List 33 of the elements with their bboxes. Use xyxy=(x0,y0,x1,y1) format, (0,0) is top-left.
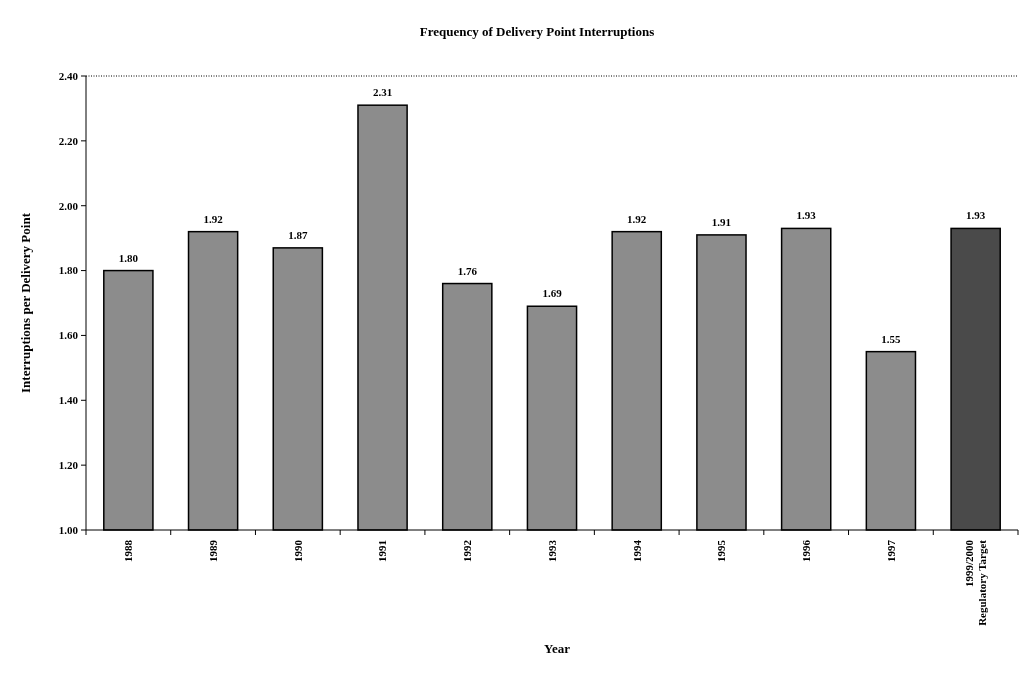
x-tick-label: 1995 xyxy=(715,539,728,562)
y-tick-label: 1.80 xyxy=(58,264,79,277)
x-axis-title: Year xyxy=(544,641,571,656)
x-tick-label: 1991 xyxy=(376,540,389,562)
data-label: 1.87 xyxy=(288,228,308,241)
y-tick-label: 2.00 xyxy=(58,199,79,212)
y-tick-label: 1.00 xyxy=(58,523,79,536)
y-tick-label: 2.40 xyxy=(58,69,79,82)
chart-title: Frequency of Delivery Point Interruptions xyxy=(419,24,655,39)
y-axis-title: Interruptions per Delivery Point xyxy=(18,212,33,393)
x-tick-label: 1997 xyxy=(884,539,897,562)
x-tick-label: 1989 xyxy=(206,539,219,562)
x-tick-label: 1993 xyxy=(545,539,558,562)
data-label: 1.69 xyxy=(542,287,563,300)
x-tick-label: 1994 xyxy=(630,539,643,562)
data-label: 2.31 xyxy=(372,86,393,99)
y-tick-label: 1.60 xyxy=(58,329,79,342)
data-label: 1.92 xyxy=(203,212,224,225)
data-label: 1.55 xyxy=(881,332,902,345)
y-tick-label: 1.40 xyxy=(58,394,79,407)
data-label: 1.93 xyxy=(796,209,817,222)
data-label: 1.76 xyxy=(457,264,478,277)
x-tick-label: 1996 xyxy=(800,539,813,562)
x-tick-label: 1992 xyxy=(461,539,474,562)
x-tick-label: 1988 xyxy=(122,539,135,562)
x-tick-label: 1990 xyxy=(291,539,304,562)
data-label: 1.91 xyxy=(711,215,732,228)
y-tick-label: 2.20 xyxy=(58,134,79,147)
data-label: 1.80 xyxy=(118,251,139,264)
data-label: 1.92 xyxy=(627,212,647,225)
y-tick-label: 1.20 xyxy=(58,458,79,471)
data-label: 1.93 xyxy=(966,209,986,222)
x-tick-label: 1999/2000 Regulatory Target xyxy=(962,539,989,626)
